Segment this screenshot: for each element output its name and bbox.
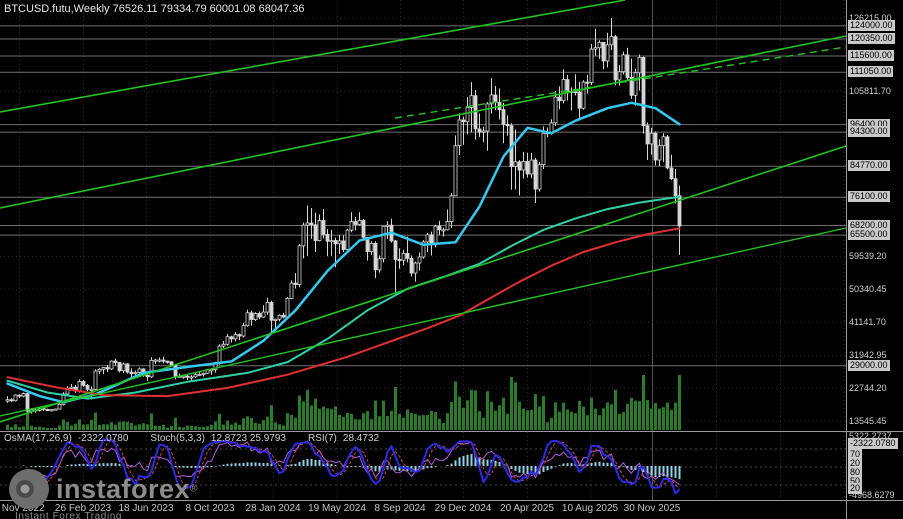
trendline[interactable] [0,227,847,417]
date-label: 26 Feb 2023 [54,503,112,514]
date-label: 30 Nov 2025 [623,503,681,514]
osma-value: -2322.0780 [77,433,129,444]
symbol-title: BTCUSD.futu,Weekly 76526.11 79334.79 600… [4,3,305,15]
indicator-level-label: -2322.0780 [848,438,898,449]
price-level-label: 68200.00 [848,219,890,231]
price-tick-label: 22744.20 [849,383,887,394]
date-label: 29 Dec 2024 [434,503,492,514]
indicator-tick-label: -4968.6279 [849,490,895,500]
rsi-label: RSI(7) [307,433,337,444]
price-axis[interactable]: 126215.00 105811.70 59539.20 50340.45 41141.… [847,0,903,519]
price-level-label: 29000.00 [848,359,890,371]
price-level-label: 65500.00 [848,229,890,241]
date-label: 28 Jan 2024 [245,503,301,514]
stoch-value: 12.8723 25.9793 [210,433,286,444]
price-level-label: 120350.00 [848,32,895,44]
osma-label: OsMA(17,26,9) [4,433,72,444]
price-level-label: 96400.00 [848,118,890,130]
indicator-level-label: 70 [848,449,863,460]
price-tick-label: 31942.95 [849,350,887,361]
price-tick-label: 41141.70 [849,317,886,328]
price-tick-label: 105811.70 [849,85,891,96]
trendline[interactable] [0,145,847,423]
registered-mark-icon: ® [190,483,198,495]
price-level-label: 115600.00 [848,49,894,61]
trendline[interactable] [0,35,847,209]
date-label: 10 Aug 2025 [561,503,619,514]
rsi-value: 28.4732 [342,433,380,444]
indicator-level-label: 20 [848,483,863,494]
price-level-label: 94300.00 [848,126,890,138]
price-level-label: 111050.00 [848,66,894,78]
price-tick-label: 13545.45 [849,416,887,426]
price-tick-label: 50340.45 [849,284,887,295]
date-label: 18 Jun 2023 [118,503,174,514]
indicator-tick-label: 5322.2737 [849,431,892,441]
date-label: 8 Sep 2024 [374,503,426,514]
price-tick-label: 59539.20 [849,251,887,262]
price-level-label: 124000.00 [848,19,895,31]
indicator-level-label: 20 [848,458,863,469]
date-label: 6 Nov 2022 [0,503,45,514]
price-tick-label: 126215.00 [849,13,892,23]
indicator-values-row: OsMA(17,26,9) -2322.0780 Stoch(5,3,3) 12.87… [4,433,385,444]
price-level-label: 84770.00 [848,160,890,172]
ma-slow [6,227,681,398]
date-label: 19 May 2024 [308,503,366,514]
instaforex-logo-icon [9,469,49,509]
watermark-subtitle: Instant Forex Trading [15,511,123,519]
date-label: 20 Apr 2025 [500,503,554,514]
watermark-brand: instaforex [56,473,191,504]
stoch-main-line [30,438,681,495]
instaforex-watermark: instaforex® Instant Forex Trading [8,468,197,519]
price-level-label: 76100.00 [848,191,890,203]
indicator-level-label: 80 [848,467,863,478]
indicator-level-label: 50 [848,476,863,487]
trendline-dashed[interactable] [394,46,847,119]
time-axis[interactable]: 6 Nov 2022 26 Feb 2023 18 Jun 2023 8 Oct 20… [0,502,846,519]
stoch-label: Stoch(5,3,3) [150,433,205,444]
trendline[interactable] [0,0,626,113]
date-label: 8 Oct 2023 [185,503,235,514]
